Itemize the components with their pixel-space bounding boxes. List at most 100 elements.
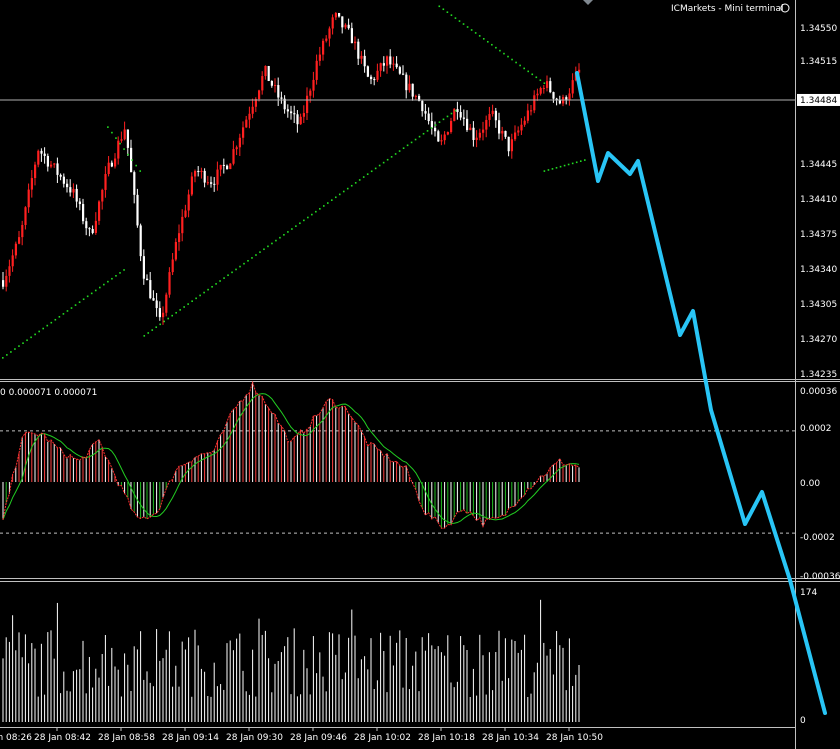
candle-body [178, 233, 181, 243]
sar-dot [231, 271, 233, 274]
time-tick-label: 28 Jan 09:30 [226, 733, 283, 743]
candle-body [312, 79, 315, 91]
macd-tick-label: -0.00036 [800, 572, 840, 582]
price-pane [0, 5, 796, 359]
sar-dot [390, 156, 393, 158]
candle-body [434, 127, 437, 132]
candle-body [277, 85, 280, 98]
candle-body [245, 119, 248, 128]
candle-body [136, 194, 139, 226]
candle-body [424, 111, 427, 114]
candle-body [34, 164, 37, 179]
candle-body [530, 110, 533, 112]
candle-body [24, 207, 27, 225]
candle-body [158, 308, 161, 318]
sar-dot [307, 216, 309, 219]
sar-dot [123, 269, 125, 271]
sar-dot [279, 236, 281, 239]
sar-dot [207, 288, 209, 291]
candle-body [309, 90, 312, 96]
sar-dot [243, 262, 245, 265]
candle-body [216, 169, 219, 185]
sar-dot [143, 335, 146, 337]
candle-body [101, 189, 104, 202]
sar-dot [82, 298, 85, 301]
sar-dot [74, 304, 77, 306]
candle-body [174, 242, 177, 260]
sar-dot [46, 324, 49, 327]
sar-dot [446, 11, 449, 14]
candle-body [59, 174, 62, 177]
sar-dot [354, 182, 357, 184]
candle-body [437, 131, 440, 142]
candle-body [206, 182, 209, 184]
sar-dot [135, 164, 137, 167]
scroll-marker-icon[interactable] [583, 0, 593, 5]
sar-dot [434, 124, 437, 126]
sar-dot [287, 231, 289, 233]
sar-dot [519, 64, 521, 67]
sar-dot [487, 40, 489, 43]
sar-dot [330, 199, 333, 201]
candle-body [341, 16, 344, 28]
candle-body [130, 147, 133, 173]
volume-tick-label: 174 [800, 588, 817, 598]
candle-body [152, 298, 155, 301]
candle-body [395, 63, 398, 68]
sar-dot [478, 35, 481, 37]
time-tick-label: 28 Jan 10:34 [482, 733, 539, 743]
terminal-title: ICMarkets - Mini terminal [671, 4, 783, 14]
candle-body [306, 95, 309, 114]
candle-body [107, 162, 110, 174]
sar-dot [394, 153, 397, 155]
sar-dot [346, 187, 349, 190]
candle-body [238, 137, 241, 148]
candle-body [533, 95, 536, 111]
sar-dot [227, 274, 229, 277]
sar-dot [115, 275, 117, 277]
candle-body [376, 70, 379, 80]
candle-body [162, 312, 165, 318]
candle-body [344, 24, 347, 28]
candle-body [542, 87, 545, 89]
sar-dot [263, 248, 265, 251]
sar-dot [191, 300, 193, 303]
candle-body [75, 188, 78, 202]
sar-dot [438, 121, 441, 124]
price-tick-label: 1.34445 [800, 160, 837, 170]
candle-body [82, 204, 85, 222]
candle-body [37, 150, 40, 165]
candle-body [200, 170, 203, 173]
smiley-icon[interactable] [780, 3, 790, 13]
candle-body [414, 95, 417, 97]
candle-body [2, 280, 5, 287]
sar-dot [151, 329, 154, 331]
candle-body [30, 178, 33, 190]
candle-body [117, 140, 120, 159]
sar-dot [167, 317, 169, 320]
candle-body [114, 158, 117, 167]
sar-dot [422, 132, 425, 135]
sar-dot [86, 295, 89, 298]
sar-dot [319, 208, 321, 210]
candle-body [363, 55, 366, 67]
candle-body [491, 110, 494, 115]
candle-body [373, 79, 376, 81]
candle-body [142, 256, 145, 279]
candle-body [5, 275, 8, 287]
candle-body [331, 17, 334, 29]
sar-dot [223, 277, 225, 279]
sar-dot [584, 159, 586, 161]
candle-body [472, 127, 475, 140]
candle-body [197, 170, 200, 173]
candle-body [555, 98, 558, 100]
candle-body [453, 109, 456, 121]
candle-body [549, 81, 552, 93]
sar-dot [358, 179, 361, 181]
candle-body [386, 56, 389, 66]
candle-body [456, 109, 459, 113]
candle-body [539, 88, 542, 94]
candle-body [450, 120, 453, 133]
